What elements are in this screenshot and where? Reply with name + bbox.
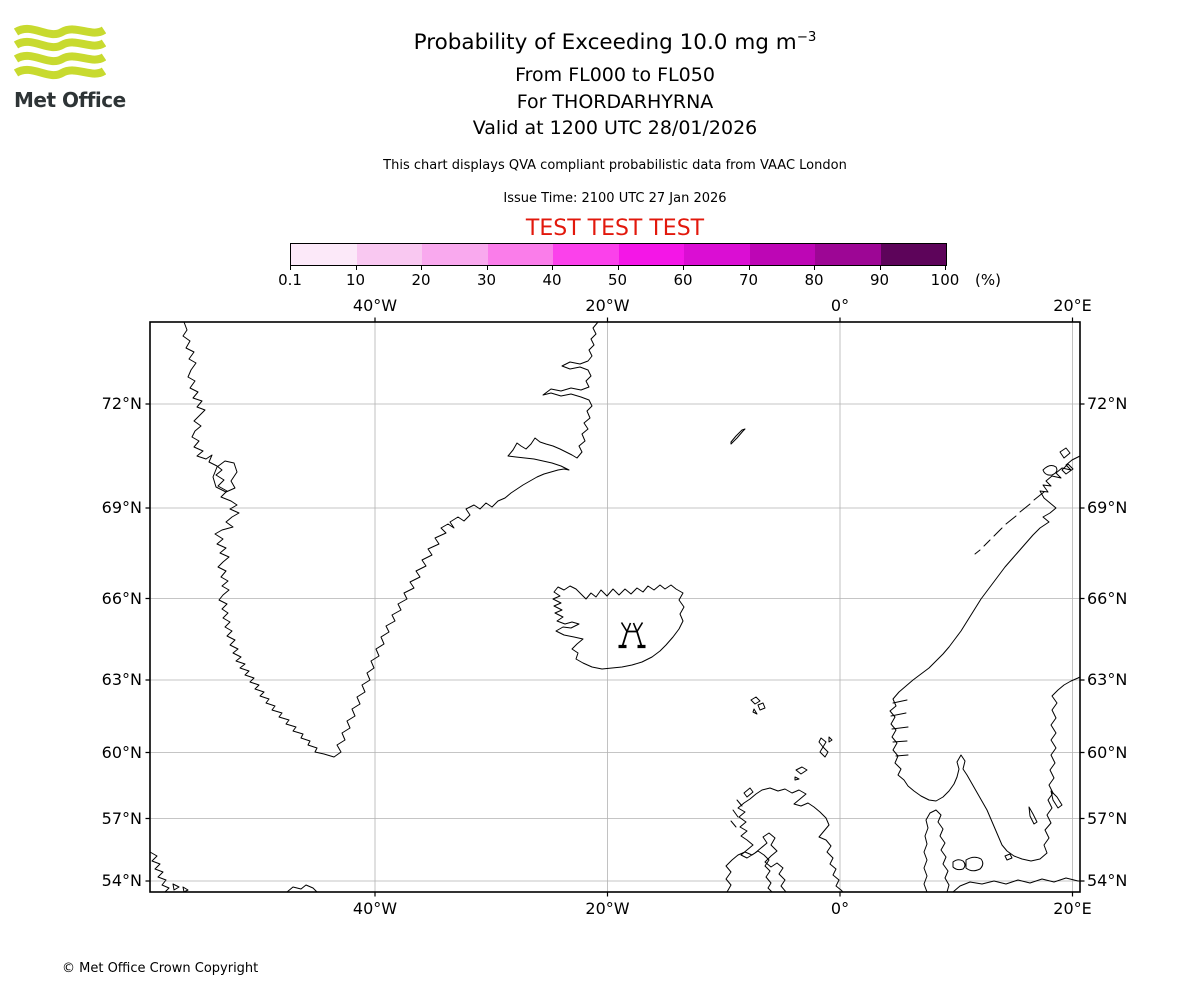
colorbar-segment: [749, 244, 815, 265]
colorbar-tick: [683, 266, 684, 270]
colorbar-segment: [553, 244, 619, 265]
lat-label-left: 72°N: [101, 394, 142, 413]
colorbar-tick: [486, 266, 488, 270]
page-title: Probability of Exceeding 10.0 mg m−3: [115, 30, 1115, 56]
volcano-icon: [618, 622, 646, 649]
title-main: Probability of Exceeding 10.0 mg m: [413, 30, 797, 56]
copyright-notice: © Met Office Crown Copyright: [62, 961, 259, 976]
colorbar-label: 20: [411, 271, 431, 289]
colorbar-segment: [356, 244, 422, 265]
coastline-danish-islands: [952, 853, 1013, 872]
lon-label-bottom: 0°: [830, 899, 850, 918]
map-canvas: [145, 317, 1085, 897]
coastlines: [149, 321, 1081, 893]
lat-label-left: 60°N: [101, 743, 142, 762]
coastline-baltic-south: [952, 877, 1081, 893]
colorbar-label: 30: [476, 271, 497, 289]
colorbar-label: 10: [345, 271, 366, 289]
colorbar-tick: [552, 266, 553, 270]
lat-label-left: 66°N: [101, 589, 142, 608]
lat-label-left: 57°N: [101, 809, 142, 828]
coastline-lofoten-islands: [974, 491, 1045, 555]
coastline-shetland: [818, 736, 833, 758]
met-office-logo: Met Office: [13, 24, 144, 113]
coastline-disko-island: [212, 460, 238, 493]
title-exponent: −3: [796, 30, 817, 45]
colorbar-tick: [748, 266, 750, 270]
colorbar-label: 90: [869, 271, 890, 289]
coastline-faroe-islands: [750, 696, 766, 715]
lat-label-right: 72°N: [1087, 394, 1128, 413]
graticule-gridlines: [150, 322, 1080, 892]
lon-label-top: 40°W: [352, 296, 398, 315]
colorbar-label: 60: [673, 271, 693, 289]
colorbar-segment: [880, 244, 946, 265]
test-banner: TEST TEST TEST: [525, 216, 705, 241]
coastline-jan-mayen: [730, 428, 746, 445]
map-frame: [149, 321, 1081, 893]
lat-label-left: 54°N: [101, 871, 142, 890]
subtitle-volcano: For THORDARHYRNA: [516, 91, 714, 113]
lon-label-top: 0°: [830, 296, 850, 315]
qva-description: This chart displays QVA compliant probab…: [383, 158, 847, 173]
coastline-iceland: [552, 584, 685, 670]
lat-label-right: 54°N: [1087, 871, 1128, 890]
colorbar-segment: [684, 244, 750, 265]
colorbar-gradient: [290, 243, 947, 266]
coastline-senja-islands: [1042, 447, 1074, 476]
colorbar-label: 70: [738, 271, 759, 289]
axis-ticks: [145, 317, 1085, 897]
colorbar-segment: [291, 244, 357, 265]
colorbar-tick: [355, 266, 357, 270]
lat-label-right: 60°N: [1087, 743, 1128, 762]
colorbar-tick: [617, 266, 619, 270]
subtitle-flight-levels: From FL000 to FL050: [515, 64, 715, 86]
met-office-logo-text: Met Office: [14, 88, 126, 113]
colorbar-label: 0.1: [278, 271, 302, 289]
subtitle-valid-time: Valid at 1200 UTC 28/01/2026: [472, 117, 758, 139]
coastline-greenland: [182, 321, 599, 758]
colorbar-segment: [618, 244, 684, 265]
coastline-gotland-oland: [1028, 790, 1063, 825]
colorbar-label: 40: [542, 271, 562, 289]
lon-label-bottom: 20°W: [585, 899, 630, 918]
lat-label-right: 66°N: [1087, 589, 1128, 608]
lon-label-top: 20°W: [585, 296, 630, 315]
coastline-scandinavia: [889, 455, 1081, 862]
lat-label-left: 69°N: [101, 498, 142, 517]
lat-label-right: 57°N: [1087, 809, 1128, 828]
lat-label-right: 69°N: [1087, 498, 1128, 517]
coastline-orkney: [794, 766, 808, 781]
colorbar-tick: [879, 266, 881, 270]
lat-label-right: 63°N: [1087, 670, 1128, 689]
colorbar-label: 80: [804, 271, 824, 289]
coastline-norway-fjords: [890, 699, 909, 757]
colorbar-label: 50: [607, 271, 628, 289]
colorbar-tick: [421, 266, 422, 270]
coastline-great-britain: [737, 787, 844, 893]
lon-label-top: 20°E: [1053, 296, 1092, 315]
colorbar-tick: [290, 266, 291, 270]
lon-label-bottom: 40°W: [352, 899, 398, 918]
colorbar-unit-label: (%): [975, 271, 1001, 289]
issue-time: Issue Time: 2100 UTC 27 Jan 2026: [503, 191, 727, 206]
coastline-labrador: [149, 851, 318, 893]
colorbar-tick: [814, 266, 815, 270]
colorbar-tick: [945, 266, 946, 270]
met-office-waves-icon: [13, 24, 107, 79]
colorbar-label: 100: [930, 271, 960, 289]
lat-label-left: 63°N: [101, 670, 142, 689]
coastline-ireland: [725, 850, 773, 893]
colorbar-segment: [487, 244, 553, 265]
colorbar-segment: [815, 244, 881, 265]
colorbar-segment: [422, 244, 488, 265]
lon-label-bottom: 20°E: [1053, 899, 1092, 918]
coastline-hebrides: [730, 787, 754, 828]
coastline-denmark: [923, 809, 950, 893]
